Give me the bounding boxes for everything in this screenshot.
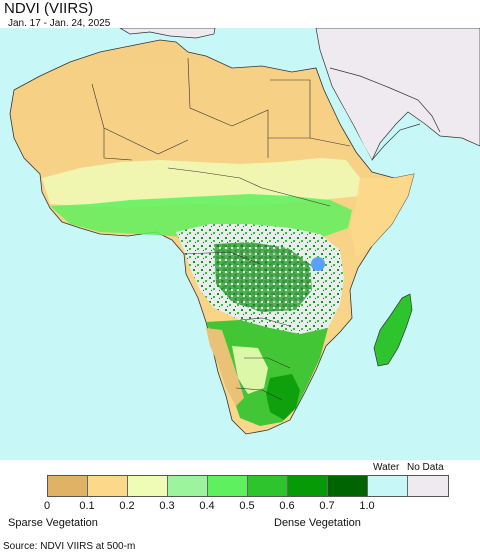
legend-tick-label: 0.2 [119, 500, 135, 512]
legend-tick-label: 0.1 [79, 500, 95, 512]
legend-tick-label: 0.5 [239, 500, 255, 512]
legend-swatch [168, 476, 208, 496]
legend-tick-label: 0.3 [159, 500, 175, 512]
horn-arid [350, 174, 414, 258]
legend-tick-label: 0.6 [279, 500, 295, 512]
source-credit: Source: NDVI VIIRS at 500-m [3, 541, 136, 552]
legend-tick-label: 0.4 [199, 500, 215, 512]
legend-swatch [128, 476, 168, 496]
legend-swatch [48, 476, 88, 496]
lake-victoria [311, 257, 325, 271]
legend-low-label: Sparse Vegetation [8, 517, 98, 529]
legend-swatch [368, 476, 408, 496]
sahel-band [42, 158, 360, 208]
legend-high-label: Dense Vegetation [274, 517, 361, 529]
central-forest-core [214, 242, 312, 312]
madagascar [373, 293, 413, 367]
legend-tick-label: 0.7 [319, 500, 335, 512]
legend-tick-label: 0 [43, 500, 51, 512]
legend-swatch [408, 476, 448, 496]
legend-color-bar [47, 475, 449, 497]
red-sea [322, 76, 372, 162]
ndvi-map [0, 28, 480, 460]
namib-arid [206, 328, 244, 406]
legend-swatch [208, 476, 248, 496]
middle-east-landmass [315, 28, 480, 161]
legend-swatch [248, 476, 288, 496]
legend-water-label: Water [373, 462, 400, 473]
country-borders [91, 57, 351, 401]
legend-swatch [88, 476, 128, 496]
legend-swatch [328, 476, 368, 496]
legend-swatch [288, 476, 328, 496]
arabia-outline [329, 67, 441, 161]
date-range: Jan. 17 - Jan. 24, 2025 [8, 18, 111, 29]
europe-landmass [119, 28, 216, 39]
legend-tick-label: 1.0 [359, 500, 375, 512]
legend-nodata-label: No Data [407, 462, 444, 473]
map-title: NDVI (VIIRS) [4, 0, 94, 17]
southeast-coast [266, 374, 300, 420]
